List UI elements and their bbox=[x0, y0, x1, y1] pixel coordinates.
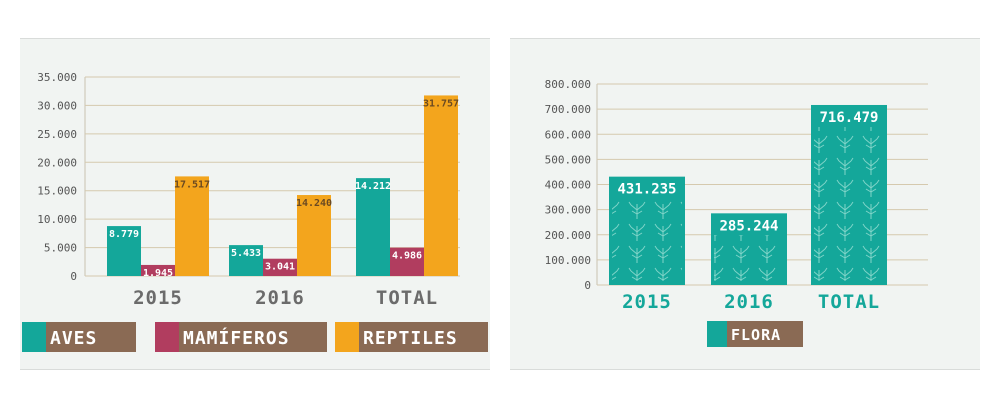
data-label: 8.779 bbox=[109, 229, 139, 240]
legend-label: REPTILES bbox=[363, 328, 458, 349]
y-tick-label: 10.000 bbox=[37, 213, 77, 226]
y-tick-label: 25.000 bbox=[37, 128, 77, 141]
y-tick-label: 800.000 bbox=[545, 78, 591, 91]
bar-mamíferos-2015 bbox=[141, 264, 175, 276]
data-label: 1.945 bbox=[143, 268, 173, 279]
bar-aves-2015 bbox=[107, 226, 141, 276]
legend-label: MAMÍFEROS bbox=[183, 327, 290, 349]
data-label: 14.240 bbox=[296, 198, 332, 209]
data-label: 17.517 bbox=[174, 179, 210, 190]
x-category-label: TOTAL bbox=[818, 291, 880, 313]
bar-pattern bbox=[714, 235, 784, 281]
flora-chart-panel bbox=[510, 38, 980, 370]
bar-mamíferos-total bbox=[390, 247, 424, 276]
legend-swatch bbox=[335, 322, 359, 352]
y-tick-label: 500.000 bbox=[545, 153, 591, 166]
bar-aves-total bbox=[356, 178, 390, 276]
y-tick-label: 700.000 bbox=[545, 103, 591, 116]
legend-box-mamíferos bbox=[155, 322, 327, 352]
bar-pattern bbox=[814, 126, 884, 281]
fauna-chart-panel bbox=[20, 38, 490, 370]
y-tick-label: 600.000 bbox=[545, 128, 591, 141]
y-tick-label: 0 bbox=[584, 279, 591, 292]
data-label: 716.479 bbox=[819, 110, 878, 126]
data-label: 5.433 bbox=[231, 248, 261, 259]
y-tick-label: 0 bbox=[70, 270, 77, 283]
x-category-label: TOTAL bbox=[376, 287, 438, 309]
data-label: 285.244 bbox=[719, 218, 778, 234]
x-category-label: 2015 bbox=[133, 287, 183, 309]
bar-aves-2016 bbox=[229, 245, 263, 276]
data-label: 4.986 bbox=[392, 251, 422, 262]
y-tick-label: 100.000 bbox=[545, 254, 591, 267]
bar-mamíferos-2016 bbox=[263, 258, 297, 276]
y-tick-label: 200.000 bbox=[545, 229, 591, 242]
y-tick-label: 15.000 bbox=[37, 185, 77, 198]
legend-swatch bbox=[155, 322, 179, 352]
x-category-label: 2015 bbox=[622, 291, 672, 313]
data-label: 431.235 bbox=[617, 182, 676, 198]
x-category-label: 2016 bbox=[724, 291, 774, 313]
legend-box-reptiles bbox=[335, 322, 488, 352]
bar-reptiles-total bbox=[424, 95, 458, 276]
data-label: 31.757 bbox=[423, 98, 459, 109]
y-tick-label: 400.000 bbox=[545, 179, 591, 192]
y-tick-label: 35.000 bbox=[37, 71, 77, 84]
y-tick-label: 20.000 bbox=[37, 156, 77, 169]
y-tick-label: 300.000 bbox=[545, 204, 591, 217]
y-tick-label: 5.000 bbox=[44, 242, 77, 255]
data-label: 14.212 bbox=[355, 181, 391, 192]
x-category-label: 2016 bbox=[255, 287, 305, 309]
bar-reptiles-2016 bbox=[297, 195, 331, 276]
bar-pattern bbox=[612, 198, 682, 281]
data-label: 3.041 bbox=[265, 262, 295, 273]
y-tick-label: 30.000 bbox=[37, 99, 77, 112]
legend-swatch bbox=[22, 322, 46, 352]
bar-reptiles-2015 bbox=[175, 176, 209, 276]
legend-swatch bbox=[707, 321, 727, 347]
legend-label: FLORA bbox=[731, 326, 781, 344]
legend-label: AVES bbox=[50, 328, 97, 349]
